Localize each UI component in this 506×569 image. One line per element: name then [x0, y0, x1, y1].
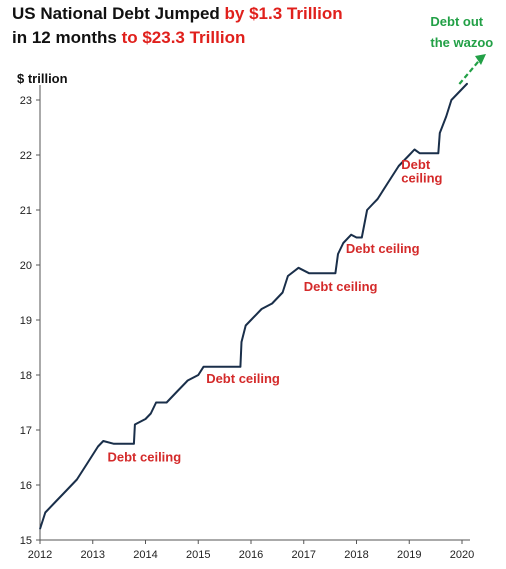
y-tick-label: 16	[20, 480, 32, 492]
debt-data-point	[450, 99, 452, 101]
x-tick-label: 2015	[186, 549, 210, 561]
debt-data-point	[342, 242, 344, 244]
annotation-label: Debt ceiling	[304, 279, 378, 294]
debt-data-point	[387, 181, 389, 184]
title-line2-red: to $23.3 Trillion	[121, 28, 246, 47]
debt-data-point	[308, 272, 310, 274]
debt-data-point	[187, 379, 189, 382]
x-tick-label: 2019	[397, 549, 421, 561]
debt-data-point	[166, 401, 168, 404]
annotation-label: Debt	[401, 157, 431, 172]
chart-annotations: Debt ceiling Debt ceiling Debt ceiling Debt…	[108, 14, 494, 464]
chart-title-line-1: US National Debt Jumped by $1.3 Trillion	[12, 4, 343, 24]
debt-data-point	[271, 302, 273, 305]
y-tick-label: 18	[20, 370, 32, 382]
debt-data-point	[144, 418, 147, 420]
debt-data-point	[439, 132, 441, 134]
y-tick-label: 17	[20, 425, 32, 437]
debt-data-point	[377, 198, 379, 200]
debt-data-point	[239, 366, 241, 368]
debt-data-point	[437, 152, 439, 154]
debt-data-point	[445, 115, 447, 118]
debt-data-point	[240, 341, 243, 343]
debt-data-point	[133, 443, 135, 445]
debt-data-point	[155, 401, 157, 404]
x-tick-label: 2016	[239, 549, 263, 561]
debt-data-point	[413, 148, 416, 151]
x-tick-label: 2012	[28, 549, 52, 561]
chart-axes: 15 16 17 18 19 20 21 22 23 2012 2013 2014 2015 2016 20…	[20, 85, 474, 561]
debt-data-point	[218, 366, 220, 368]
debt-series-line	[39, 82, 469, 530]
debt-data-point	[461, 88, 463, 90]
debt-data-point	[297, 267, 300, 269]
debt-data-point	[366, 209, 368, 211]
x-tick-label: 2014	[133, 549, 157, 561]
debt-data-point	[398, 165, 400, 167]
y-axis-unit-label: $ trillion	[17, 71, 68, 86]
debt-data-point	[134, 423, 136, 426]
debt-data-point	[408, 154, 410, 156]
x-tick-label: 2013	[81, 549, 105, 561]
chart-series	[39, 82, 469, 530]
debt-data-point	[350, 234, 352, 236]
chart-title-line-2: in 12 months to $23.3 Trillion	[12, 28, 245, 48]
annotation-label: Debt ceiling	[108, 449, 182, 464]
debt-data-point	[44, 511, 46, 514]
debt-data-point	[261, 308, 263, 310]
debt-data-point	[197, 374, 199, 376]
debt-data-point	[466, 82, 468, 85]
y-tick-label: 21	[20, 205, 32, 217]
debt-data-point	[245, 324, 247, 327]
debt-data-point	[282, 291, 284, 294]
debt-data-point	[113, 443, 115, 445]
title-line2-black: in 12 months	[12, 28, 122, 47]
x-tick-label: 2017	[292, 549, 316, 561]
debt-data-point	[371, 203, 373, 206]
y-tick-label: 19	[20, 315, 32, 327]
debt-data-point	[319, 272, 321, 274]
annotation-label: ceiling	[401, 171, 442, 186]
y-tick-label: 20	[20, 260, 32, 272]
title-line1-black: US National Debt Jumped	[12, 4, 225, 23]
wazoo-arrow-shaft	[458, 55, 484, 85]
debt-data-point	[76, 478, 78, 481]
debt-data-point	[337, 253, 339, 255]
debt-data-point	[65, 489, 67, 492]
annotation-label: Debt out	[430, 14, 483, 29]
y-tick-label: 22	[20, 150, 32, 162]
debt-data-point	[176, 390, 178, 393]
debt-data-point	[97, 445, 99, 448]
debt-data-point	[55, 500, 57, 503]
debt-data-point	[39, 528, 41, 530]
wazoo-arrow-head	[475, 54, 486, 65]
annotation-label: Debt ceiling	[346, 241, 420, 256]
debt-data-point	[361, 236, 363, 239]
debt-data-point	[334, 272, 336, 274]
annotation-label: Debt ceiling	[206, 371, 280, 386]
x-tick-label: 2020	[450, 549, 474, 561]
y-tick-label: 15	[20, 535, 32, 547]
debt-data-point	[123, 443, 125, 445]
debt-data-point	[427, 152, 429, 154]
x-tick-label: 2018	[344, 549, 368, 561]
debt-data-point	[229, 366, 231, 368]
debt-data-point	[355, 236, 358, 239]
debt-data-point	[102, 440, 104, 442]
debt-data-point	[150, 412, 152, 415]
title-line1-red: by $1.3 Trillion	[224, 4, 343, 23]
debt-data-point	[250, 319, 252, 321]
debt-data-point	[86, 462, 89, 464]
debt-data-point	[287, 275, 289, 277]
annotation-label: the wazoo	[430, 35, 493, 50]
debt-data-point	[202, 366, 205, 368]
debt-data-point	[419, 152, 421, 154]
y-tick-label: 23	[20, 95, 32, 107]
